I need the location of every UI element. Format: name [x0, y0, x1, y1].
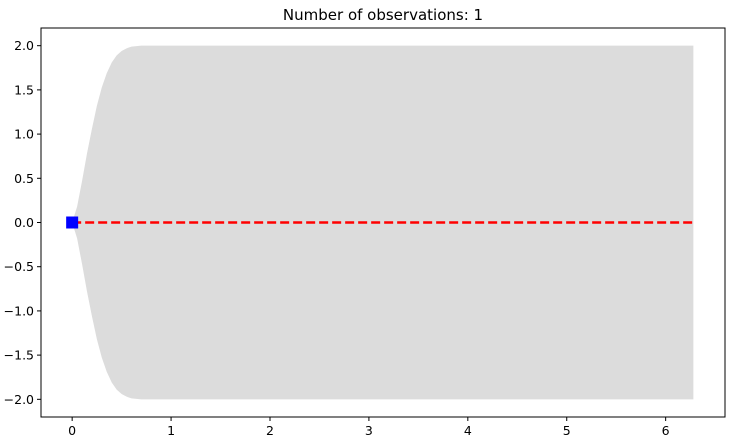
y-tick-label: 2.0 [14, 38, 34, 53]
y-tick-label: −0.5 [4, 259, 34, 274]
x-tick-label: 2 [266, 423, 274, 438]
y-tick-label: −2.0 [4, 392, 34, 407]
y-tick-label: 1.5 [14, 82, 34, 97]
x-tick-label: 1 [167, 423, 175, 438]
axes: 0 1 2 3 4 5 6 2.0 1.5 1.0 0.5 0.0 −0.5 −1.0 −1.5 −2.0 [4, 27, 726, 438]
y-tick-label: 0.0 [14, 215, 34, 230]
y-tick-label: 0.5 [14, 171, 34, 186]
chart-title: Number of observations: 1 [283, 6, 483, 24]
confidence-band [72, 45, 694, 400]
x-tick-label: 3 [365, 423, 373, 438]
plot-area [66, 45, 694, 400]
observation-point [66, 216, 79, 229]
x-tick-label: 6 [662, 423, 670, 438]
x-tick-label: 4 [464, 423, 472, 438]
x-tick-label: 0 [68, 423, 76, 438]
y-tick-label: −1.5 [4, 348, 34, 363]
x-tick-label: 5 [563, 423, 571, 438]
y-tick-label: 1.0 [14, 127, 34, 142]
y-tick-label: −1.0 [4, 303, 34, 318]
